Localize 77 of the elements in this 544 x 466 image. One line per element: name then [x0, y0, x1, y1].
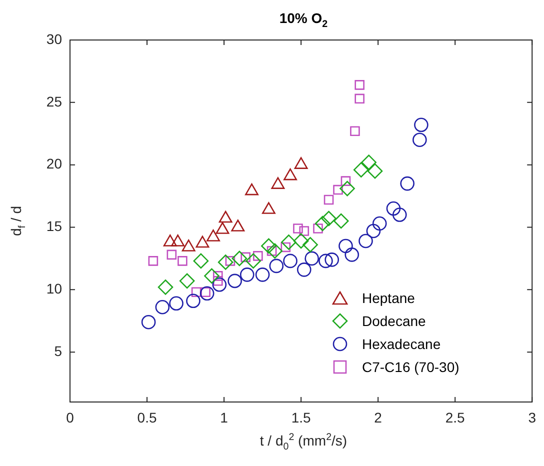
x-tick-label: 1.5	[291, 409, 311, 426]
point	[340, 180, 355, 196]
point	[318, 254, 333, 268]
point	[361, 154, 376, 170]
point	[296, 262, 312, 277]
y-tick-label: 25	[46, 93, 62, 110]
legend-label: Hexadecane	[362, 336, 441, 352]
point	[354, 94, 364, 104]
point	[314, 216, 330, 232]
point	[179, 273, 195, 289]
point	[191, 287, 202, 298]
point	[321, 210, 336, 226]
point	[204, 268, 220, 284]
point	[283, 254, 298, 268]
point	[218, 254, 234, 270]
point	[269, 258, 284, 274]
point	[299, 226, 310, 236]
chart-title: 10% O$_{2}$	[278, 10, 329, 30]
x-tick-label: 2.5	[445, 409, 466, 426]
y-tick-label: 5	[54, 342, 62, 359]
point	[350, 126, 360, 136]
point	[367, 163, 383, 179]
point	[193, 253, 209, 269]
point	[304, 251, 319, 266]
point	[333, 184, 343, 195]
point	[232, 250, 248, 266]
y-tick-label: 15	[46, 218, 62, 234]
point	[354, 80, 364, 90]
point	[333, 213, 349, 229]
point	[169, 296, 184, 311]
legend-label: Dodecane	[362, 312, 426, 328]
point	[212, 271, 223, 281]
point	[302, 237, 318, 252]
x-tick-label: 0.5	[137, 409, 157, 426]
point	[338, 238, 353, 254]
point	[186, 294, 200, 308]
point	[246, 253, 261, 269]
x-tick-label: 2	[374, 409, 382, 426]
point	[324, 194, 334, 205]
point	[267, 243, 283, 259]
point	[141, 314, 156, 330]
point	[353, 162, 369, 178]
point	[212, 278, 227, 292]
x-tick-label: 0	[66, 409, 74, 426]
point	[293, 233, 309, 249]
point	[148, 256, 158, 266]
point	[293, 224, 303, 234]
point	[366, 224, 381, 238]
legend-label: Heptane	[362, 290, 415, 306]
x-axis-title: t / d$_{0}$$^{2}$ (mm$^{2}$/s)	[258, 432, 348, 452]
point	[372, 216, 387, 231]
point	[414, 118, 428, 132]
point	[178, 256, 188, 266]
y-tick-label: 30	[46, 30, 62, 47]
point	[324, 252, 340, 267]
legend-label: C7-C16 (70-30)	[362, 358, 460, 374]
y-tick-label: 20	[46, 156, 62, 172]
point	[412, 132, 427, 148]
point	[340, 176, 351, 186]
point	[281, 234, 296, 250]
point	[400, 176, 414, 191]
point	[240, 268, 254, 282]
point	[228, 274, 242, 288]
point	[166, 250, 177, 260]
point	[358, 234, 373, 248]
point	[158, 280, 174, 295]
point	[255, 268, 270, 282]
x-tick-label: 1	[220, 409, 228, 426]
point	[386, 201, 401, 216]
point	[155, 300, 170, 314]
x-tick-label: 3	[528, 409, 536, 426]
point	[344, 248, 360, 262]
point	[261, 238, 276, 254]
point	[200, 286, 214, 301]
y-tick-label: 10	[46, 280, 62, 297]
point	[392, 208, 407, 222]
point	[240, 252, 250, 262]
